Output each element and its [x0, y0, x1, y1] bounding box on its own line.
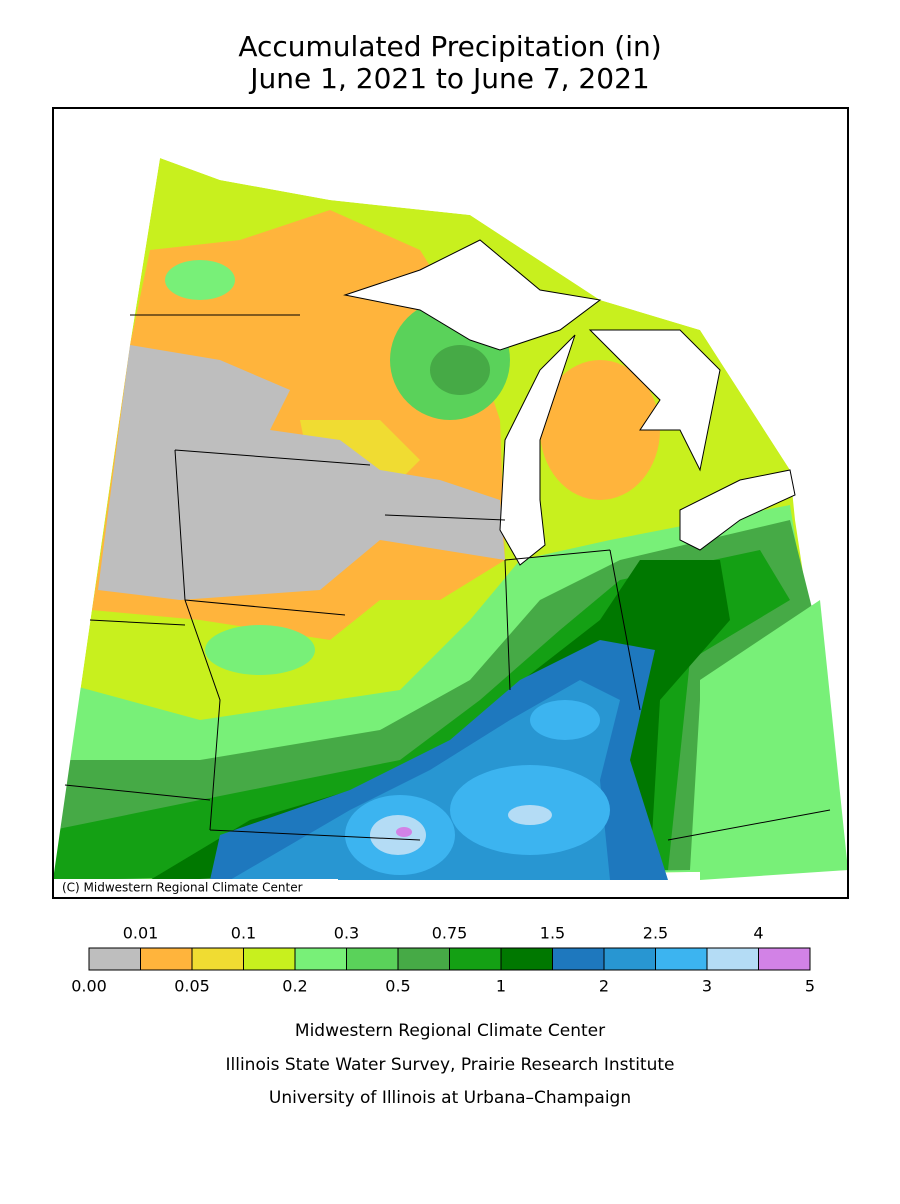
legend-label: 0.5: [385, 977, 410, 996]
legend-swatch: [706, 947, 759, 971]
legend-swatch: [655, 947, 708, 971]
title-line: June 1, 2021 to June 7, 2021: [248, 62, 649, 95]
legend-label: 0.75: [432, 924, 468, 943]
map-region: [98, 345, 505, 600]
map-frame: [52, 107, 849, 899]
legend-label: 2: [599, 977, 609, 996]
lake: [499, 334, 576, 566]
legend-swatch: [603, 947, 656, 971]
legend-label: 0.01: [123, 924, 159, 943]
legend-label: 1.5: [540, 924, 565, 943]
legend-swatch: [191, 947, 244, 971]
legend-label: 0.05: [174, 977, 210, 996]
footer-line: University of Illinois at Urbana–Champai…: [269, 1088, 631, 1108]
copyright: (C) Midwestern Regional Climate Center: [62, 881, 303, 895]
legend-label: 0.3: [334, 924, 359, 943]
legend-swatch: [140, 947, 193, 971]
legend-swatch: [88, 947, 141, 971]
legend-label: 5: [805, 977, 815, 996]
map-region: [205, 625, 315, 675]
legend-swatch: [397, 947, 450, 971]
title-line: Accumulated Precipitation (in): [238, 30, 661, 63]
legend: 0.00 0.01 0.05 0.1 0.2 0.3 0.5 0.75 1 1.5 2 2.5 3 4 5: [71, 924, 815, 996]
map-region: [396, 827, 412, 837]
legend-swatch: [552, 947, 605, 971]
legend-swatch: [346, 947, 399, 971]
state-lines: [64, 314, 831, 841]
land-outside: [53, 108, 848, 880]
footer-line: Illinois State Water Survey, Prairie Res…: [226, 1055, 675, 1075]
map-region: [165, 260, 235, 300]
lake: [679, 469, 796, 551]
legend-label: 0.00: [71, 977, 107, 996]
map: [53, 108, 848, 880]
legend-swatch: [294, 947, 347, 971]
footer-line: Midwestern Regional Climate Center: [295, 1021, 605, 1041]
legend-label: 0.2: [282, 977, 307, 996]
legend-swatch: [449, 947, 502, 971]
legend-label: 1: [496, 977, 506, 996]
legend-label: 3: [702, 977, 712, 996]
legend-swatch: [500, 947, 553, 971]
legend-label: 2.5: [643, 924, 668, 943]
legend-swatch: [758, 947, 811, 971]
map-region: [540, 360, 660, 500]
map-region: [700, 600, 848, 880]
legend-swatch: [243, 947, 296, 971]
lake: [343, 239, 602, 351]
lake: [588, 329, 721, 472]
legend-label: 0.1: [231, 924, 256, 943]
copyright-box: [54, 879, 338, 897]
map-region: [430, 345, 490, 395]
map-region: [508, 805, 552, 825]
legend-label: 4: [753, 924, 763, 943]
map-region: [530, 700, 600, 740]
